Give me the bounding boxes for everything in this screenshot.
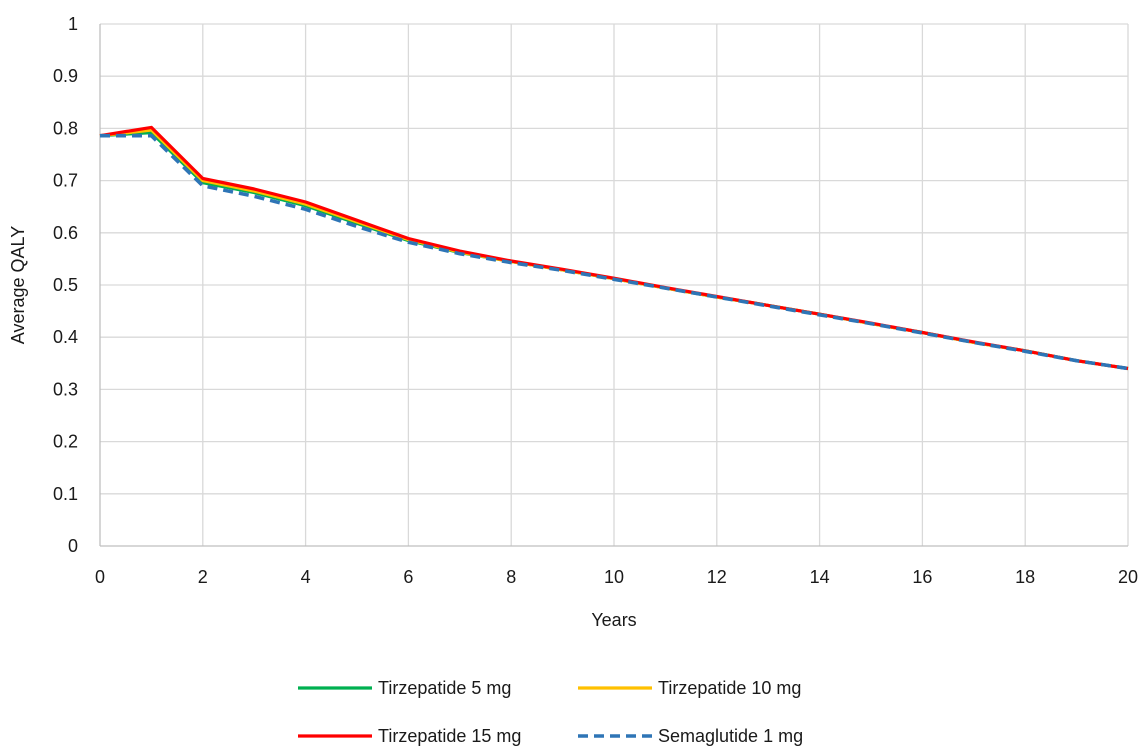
y-tick-label: 0.4: [53, 327, 78, 347]
legend-label: Tirzepatide 15 mg: [378, 726, 521, 746]
y-tick-label: 0.3: [53, 379, 78, 399]
legend-label: Tirzepatide 10 mg: [658, 678, 801, 698]
x-tick-label: 12: [707, 567, 727, 587]
y-tick-labels: 0 0.1 0.2 0.3 0.4 0.5 0.6 0.7 0.8 0.9 1: [53, 14, 78, 556]
x-tick-label: 18: [1015, 567, 1035, 587]
x-tick-label: 2: [198, 567, 208, 587]
x-tick-label: 10: [604, 567, 624, 587]
y-tick-label: 0.5: [53, 275, 78, 295]
x-tick-label: 8: [506, 567, 516, 587]
x-tick-label: 20: [1118, 567, 1138, 587]
y-tick-label: 0.6: [53, 223, 78, 243]
x-tick-label: 16: [912, 567, 932, 587]
y-tick-label: 0.8: [53, 118, 78, 138]
y-tick-label: 1: [68, 14, 78, 34]
legend-label: Semaglutide 1 mg: [658, 726, 803, 746]
series-lines: [99, 125, 1129, 371]
y-axis-title: Average QALY: [8, 226, 28, 344]
y-tick-label: 0.7: [53, 171, 78, 191]
x-tick-label: 14: [810, 567, 830, 587]
x-tick-labels: 0 2 4 6 8 10 12 14 16 18 20: [95, 567, 1138, 587]
x-tick-label: 4: [301, 567, 311, 587]
x-axis-title: Years: [591, 610, 636, 630]
gridlines: [99, 23, 1129, 547]
x-tick-label: 6: [403, 567, 413, 587]
y-tick-label: 0.1: [53, 484, 78, 504]
legend: Tirzepatide 5 mg Tirzepatide 10 mg Tirzepa…: [298, 678, 803, 746]
series-line: [100, 133, 1129, 371]
x-tick-label: 0: [95, 567, 105, 587]
legend-label: Tirzepatide 5 mg: [378, 678, 511, 698]
y-tick-label: 0.2: [53, 432, 78, 452]
y-tick-label: 0: [68, 536, 78, 556]
y-tick-label: 0.9: [53, 66, 78, 86]
